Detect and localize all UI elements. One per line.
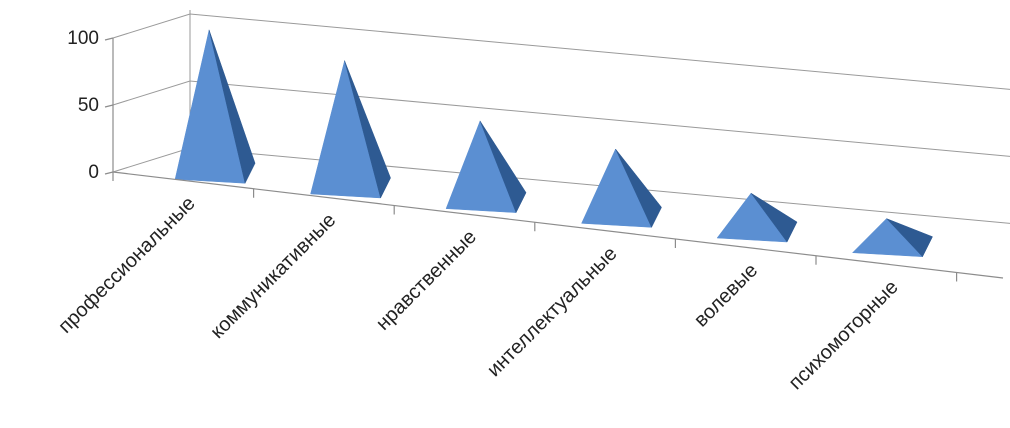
- y-axis-ticks: 0 50 100: [67, 28, 114, 183]
- y-tick-label-50: 50: [78, 95, 99, 116]
- bar-face-side: [615, 148, 662, 228]
- x-tick-label-4: волевые: [690, 259, 762, 331]
- y-tick-mark-50: [104, 104, 114, 108]
- y-tick-mark-0: [104, 171, 114, 175]
- x-axis-line: [112, 171, 1004, 279]
- x-axis-labels: профессиональные коммуникативные нравствен…: [54, 171, 1004, 394]
- bar-face-side: [344, 60, 391, 199]
- y-tick-label-100: 100: [67, 28, 99, 49]
- bar-face-side: [208, 29, 256, 184]
- x-tick-label-3: интеллектуальные: [483, 243, 622, 382]
- y-tick-label-0: 0: [88, 162, 99, 183]
- x-tick-label-1: коммуникативные: [206, 209, 340, 343]
- x-tick-label-0: профессиональные: [54, 192, 199, 337]
- bar-4: [716, 192, 798, 243]
- x-tick-label-2: нравственные: [372, 226, 481, 335]
- bar-face-side: [479, 120, 527, 214]
- chart-bars: [174, 29, 933, 258]
- bar-0: [174, 29, 256, 184]
- y-tick-mark-100: [104, 37, 114, 41]
- bar-face-side: [886, 218, 933, 258]
- bar-5: [851, 218, 933, 258]
- x-tick-label-5: психомоторные: [785, 276, 903, 394]
- bar-1: [310, 59, 391, 199]
- chart-grid: [112, 10, 1010, 224]
- bar-3: [581, 148, 662, 228]
- gridline-100: [112, 13, 1010, 90]
- bar-face-side: [750, 192, 798, 243]
- bar-2: [445, 120, 527, 214]
